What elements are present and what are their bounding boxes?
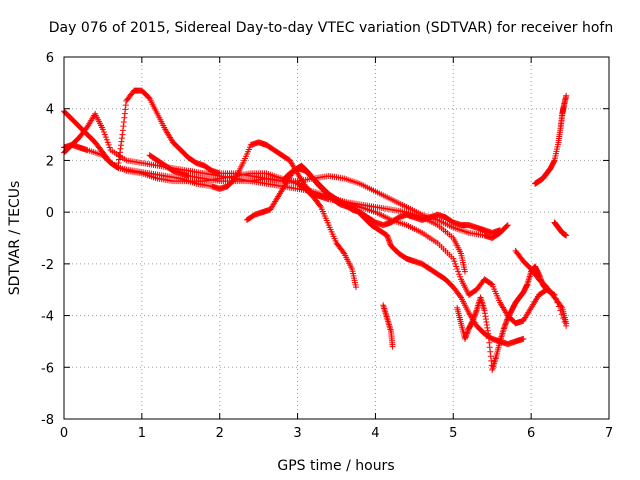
data-point-fill [102, 134, 109, 141]
x-tick-label: 1 [138, 426, 146, 441]
x-tick-label: 0 [60, 426, 68, 441]
x-tick-label: 2 [216, 426, 224, 441]
data-point-fill [503, 223, 510, 230]
y-tick-label: -2 [41, 258, 54, 273]
y-tick-label: -8 [41, 413, 54, 428]
data-point-fill [457, 273, 464, 280]
data-point-fill [114, 164, 121, 171]
series-arc-6 [243, 162, 527, 348]
series-arc-4 [61, 110, 570, 329]
data-point-fill [451, 258, 458, 265]
series-arc-9 [532, 92, 570, 187]
data-point [99, 126, 106, 133]
y-tick-label: -6 [41, 361, 54, 376]
data-point-fill [452, 260, 459, 267]
axis-ticks [63, 56, 610, 420]
data-point-fill [106, 144, 113, 151]
series-arc-7 [380, 302, 396, 350]
y-tick-label: 4 [46, 103, 54, 118]
x-tick-label: 4 [371, 426, 379, 441]
data-point-fill [455, 268, 462, 275]
data-point [563, 320, 570, 327]
x-tick-label: 7 [605, 426, 613, 441]
grid-lines [64, 57, 609, 419]
data-point-fill [558, 303, 565, 310]
series-arc-8 [454, 263, 550, 373]
data-point-fill [101, 131, 108, 138]
data-point [497, 227, 503, 234]
data-point-fill [103, 136, 110, 143]
data-point [520, 335, 527, 342]
data-point-fill [456, 271, 463, 278]
x-tick-label: 5 [449, 426, 457, 441]
plot-frame [63, 56, 610, 420]
data-point-fill [340, 249, 347, 256]
data-point-fill [100, 128, 107, 135]
data-point [563, 92, 570, 99]
data-points [61, 87, 570, 373]
data-point [563, 232, 570, 239]
data-point [352, 284, 359, 291]
x-axis-label: GPS time / hours [277, 458, 394, 474]
data-point [461, 268, 468, 275]
tick-labels: 0 1 2 3 4 5 6 7 -8 -6 -4 -2 0 2 4 6 [41, 51, 613, 441]
data-point-fill [457, 293, 464, 300]
data-point [504, 222, 511, 229]
data-point-fill [453, 263, 460, 270]
x-tick-label: 6 [527, 426, 535, 441]
chart-title: Day 076 of 2015, Sidereal Day-to-day VTE… [49, 20, 613, 36]
series-arc-1 [61, 141, 359, 291]
x-tick-label: 3 [293, 426, 301, 441]
data-point-fill [316, 202, 323, 209]
series-arc-3 [115, 87, 511, 241]
y-axis-label: SDTVAR / TECUs [7, 181, 23, 296]
data-point-fill [105, 141, 112, 148]
data-point-fill [104, 139, 111, 146]
data-point-fill [454, 266, 461, 273]
data-point [450, 255, 457, 262]
y-tick-label: 6 [46, 51, 54, 66]
series-arc-10 [551, 219, 570, 239]
y-tick-label: -4 [41, 310, 54, 325]
data-point [389, 343, 396, 350]
y-tick-label: 0 [46, 206, 54, 221]
y-tick-label: 2 [46, 154, 54, 169]
series-arc-11 [512, 247, 570, 327]
